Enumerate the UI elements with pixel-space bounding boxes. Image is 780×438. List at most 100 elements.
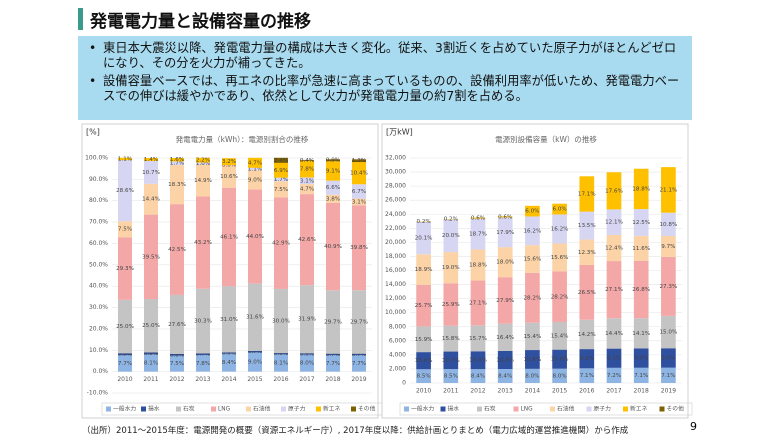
y-tick-label: 50.0% [89, 261, 108, 268]
data-label: 40.9% [324, 244, 342, 250]
bar-segment [325, 161, 341, 181]
data-label: 8.1% [144, 360, 158, 366]
data-label: 1.3% [352, 158, 366, 164]
data-label: 25.0% [142, 323, 160, 329]
data-label: 13.5% [578, 223, 596, 229]
bar-segment [497, 351, 513, 370]
x-tick-label: 2011 [143, 376, 158, 383]
bar-segment [416, 326, 431, 353]
data-label: 3.1% [300, 178, 314, 184]
bar-segment [579, 264, 595, 320]
data-label: 18.8% [469, 263, 487, 269]
bar-segment [606, 261, 622, 319]
data-label: 0.6% [274, 351, 288, 357]
data-label: 39.5% [142, 254, 160, 260]
data-label: 0.0% [222, 163, 236, 169]
bar-segment [661, 367, 676, 383]
bar-segment [470, 351, 486, 370]
legend-swatch [351, 406, 356, 412]
data-label: 18.3% [168, 182, 186, 188]
data-label: 42.6% [298, 237, 316, 243]
legend-label: 石油他 [253, 405, 271, 413]
bar-segment [443, 219, 459, 253]
bar-segment [633, 367, 649, 383]
data-label: 27.1% [469, 300, 487, 306]
data-label: 8.1% [274, 360, 288, 366]
x-tick-label: 2015 [552, 388, 567, 395]
data-label: 0.7% [352, 352, 366, 358]
x-tick-label: 2016 [579, 388, 594, 395]
data-label: 4.7% [300, 187, 314, 193]
bar-segment [525, 205, 540, 217]
x-tick-label: 2010 [416, 388, 431, 395]
data-label: 1.7% [170, 161, 184, 167]
legend-label: 新エネ [630, 405, 648, 413]
x-tick-label: 2018 [634, 388, 649, 395]
bar-segment [525, 245, 540, 273]
bar-segment [299, 184, 315, 195]
bar-segment [416, 254, 431, 285]
bar-segment [606, 318, 622, 349]
y-unit: [%] [86, 128, 100, 137]
bar-segment [117, 157, 133, 161]
data-label: 6.6% [326, 185, 340, 191]
data-label: 2.4% [274, 158, 288, 164]
bar-segment [579, 239, 595, 265]
data-label: 14.4% [605, 331, 623, 337]
data-label: 0.9% [326, 158, 340, 164]
data-label: 27.9% [496, 298, 514, 304]
y-unit: [万kW] [386, 128, 413, 137]
data-label: 0.7% [326, 352, 340, 358]
data-label: 15.6% [524, 256, 542, 262]
bar-segment [143, 158, 159, 161]
bar-segment [416, 369, 431, 383]
bar-segment [325, 194, 341, 203]
legend-label: 一般水力 [113, 405, 136, 413]
data-label: 9.0% [634, 356, 648, 362]
bar-segment [247, 167, 263, 171]
bar-segment [299, 194, 315, 286]
data-label: 0.6% [471, 216, 485, 222]
bar-segment [221, 187, 237, 287]
data-label: 31.6% [246, 315, 264, 321]
data-label: 25.0% [116, 324, 134, 330]
data-label: 15.0% [660, 330, 678, 336]
page-number: 9 [690, 420, 697, 433]
bar-segment [195, 164, 211, 197]
chart-title: 電源別設備容量（kW）の推移 [495, 134, 597, 144]
y-tick-label: 14,000 [385, 281, 406, 288]
data-label: 14.9% [194, 178, 212, 184]
y-tick-label: 30.0% [89, 304, 108, 311]
data-label: 7.5% [170, 361, 184, 367]
bar-segment [351, 162, 367, 185]
y-tick-label: 26,000 [385, 197, 406, 204]
bar-segment [633, 348, 649, 368]
data-label: 9.0% [248, 360, 262, 366]
bar-segment [247, 170, 263, 190]
data-label: 39.8% [350, 245, 368, 251]
data-label: 10.6% [415, 358, 433, 364]
bullet: 設備容量ベースでは、再エネの比率が急速に高まっているものの、設備利用率が低いため… [85, 74, 685, 104]
y-tick-label: 70.0% [89, 219, 108, 226]
legend-swatch [404, 406, 409, 412]
bar-segment [351, 198, 367, 206]
bar-segment [325, 355, 341, 372]
legend-swatch [440, 406, 446, 412]
bullet: 東日本大震災以降、発電電力量の構成は大きく変化。従来、3割近くを占めていた原子力… [85, 41, 685, 71]
bar-segment [273, 288, 289, 354]
x-tick-label: 2010 [117, 376, 132, 383]
bar-segment [169, 161, 185, 166]
y-tick-label: 8,000 [389, 323, 406, 330]
legend-swatch [316, 406, 321, 412]
y-tick-label: 90.0% [89, 176, 108, 183]
bar-segment [117, 237, 133, 300]
bar-segment [525, 322, 540, 351]
data-label: 20.0% [442, 233, 460, 239]
data-label: 0.6% [498, 214, 512, 220]
title-bar [78, 8, 83, 30]
data-label: 28.6% [116, 188, 134, 194]
legend-label: 石炭 [183, 406, 195, 413]
data-label: 6.9% [274, 168, 288, 174]
data-label: 26.8% [632, 287, 650, 293]
y-tick-label: -10.0% [87, 390, 109, 397]
